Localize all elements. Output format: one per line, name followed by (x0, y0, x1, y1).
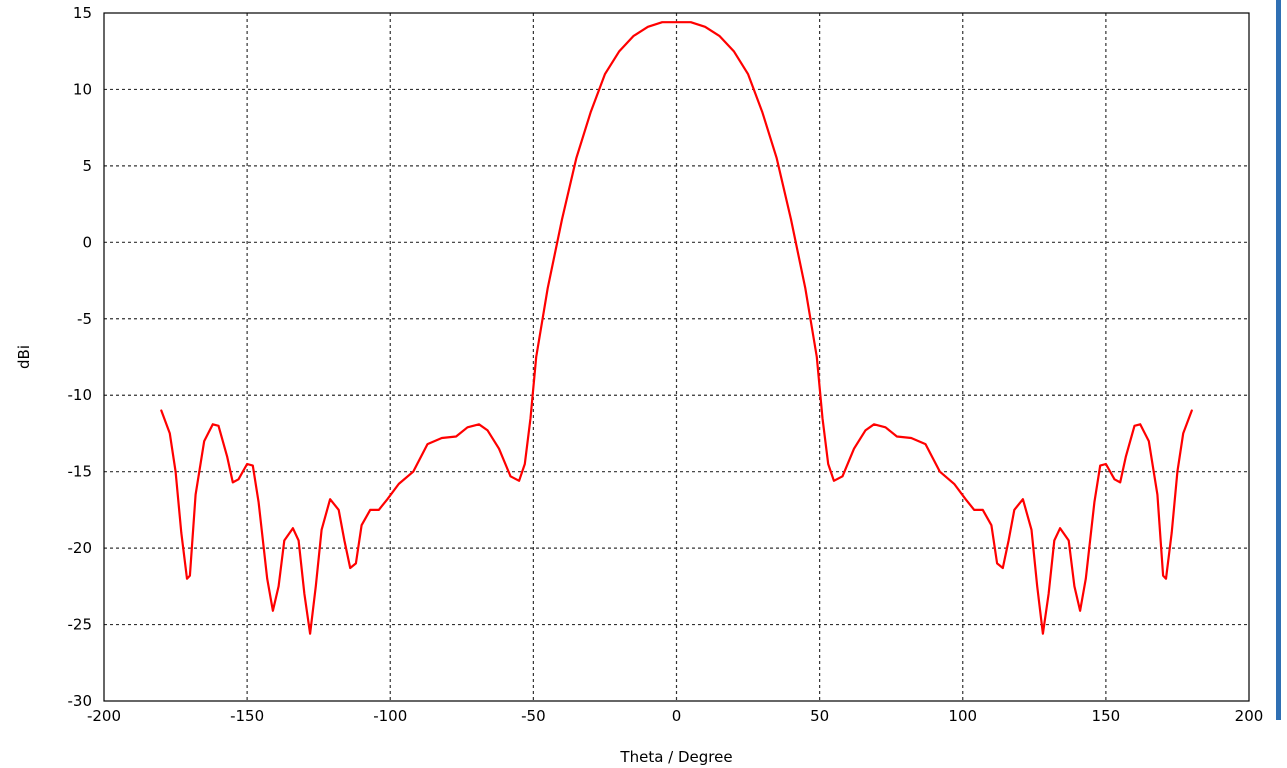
gain-series-line (160, 21, 1193, 635)
x-tick-label: 50 (810, 707, 829, 725)
x-tick-label: 0 (672, 707, 682, 725)
tick-labels: -200 -150 -100 -50 0 50 100 150 200151050-5-10-1… (68, 4, 1264, 725)
y-tick-label: 5 (82, 157, 92, 175)
x-axis-label: Theta / Degree (619, 748, 732, 766)
x-tick-label: -150 (230, 707, 264, 725)
y-tick-label: -15 (68, 463, 93, 481)
y-tick-label: -30 (68, 692, 93, 710)
grid-lines (104, 13, 1249, 701)
x-tick-label: 150 (1092, 707, 1121, 725)
y-tick-label: 15 (73, 4, 92, 22)
y-axis-label: dBi (15, 345, 33, 369)
y-tick-label: -5 (77, 310, 92, 328)
y-tick-label: 0 (82, 233, 92, 251)
y-tick-label: -20 (68, 539, 93, 557)
x-tick-label: -50 (521, 707, 546, 725)
plot-frame (103, 12, 1250, 702)
y-tick-label: -10 (68, 386, 93, 404)
window-edge-bar (1276, 0, 1281, 720)
x-tick-label: 100 (948, 707, 977, 725)
y-tick-label: 10 (73, 80, 92, 98)
x-tick-label: 200 (1235, 707, 1264, 725)
y-tick-label: -25 (68, 616, 93, 634)
x-tick-label: -200 (87, 707, 121, 725)
x-tick-label: -100 (373, 707, 407, 725)
series-layer (160, 21, 1193, 635)
